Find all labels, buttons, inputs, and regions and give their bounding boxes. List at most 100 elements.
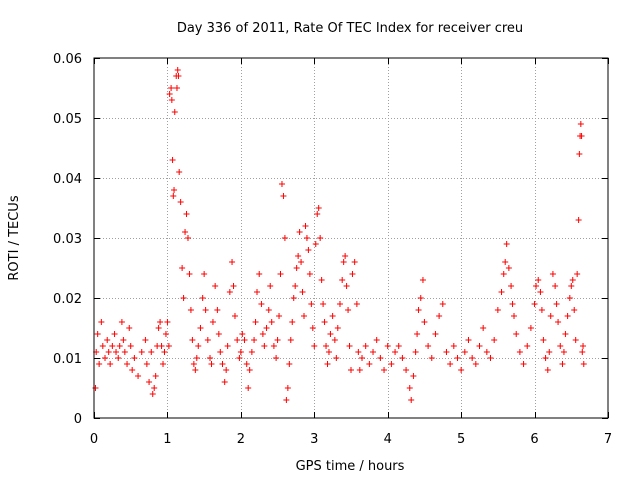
data-point [293,265,300,271]
data-point [403,367,410,373]
data-point [99,343,106,349]
data-point [208,361,215,367]
data-point [566,295,573,301]
data-point [436,313,443,319]
data-points [92,67,587,403]
data-point [574,271,581,277]
data-point [388,361,395,367]
data-point [187,307,194,313]
data-point [152,373,159,379]
data-point [381,367,388,373]
data-point [214,307,221,313]
data-point [458,367,465,373]
grid [94,58,608,418]
data-point [207,355,214,361]
data-point [325,349,332,355]
data-point [356,367,363,373]
y-tick-label: 0.06 [53,52,82,67]
data-point [334,325,341,331]
data-point [415,307,422,313]
data-point [392,349,399,355]
data-point [559,361,566,367]
data-point [580,343,587,349]
data-point [151,385,158,391]
data-point [259,331,266,337]
data-point [520,361,527,367]
data-point [236,355,243,361]
data-point [174,67,181,73]
data-point [349,271,356,277]
data-point [283,397,290,403]
y-axis-label: ROTI / TECUs [7,195,22,280]
data-point [377,355,384,361]
data-point [212,283,219,289]
y-tick-label: 0.04 [53,172,82,187]
y-tick-label: 0.02 [53,292,82,307]
data-point [186,271,193,277]
data-point [129,367,136,373]
data-point [336,301,343,307]
data-point [276,313,283,319]
data-point [164,319,171,325]
data-point [327,331,334,337]
data-point [105,349,112,355]
data-point [560,349,567,355]
data-point [263,325,270,331]
data-point [192,367,199,373]
data-point [351,259,358,265]
data-point [370,349,377,355]
data-point [472,361,479,367]
data-point [256,271,263,277]
data-point [569,277,576,283]
data-point [148,349,155,355]
data-point [237,349,244,355]
data-point [171,187,178,193]
data-point [219,361,226,367]
data-point [461,349,468,355]
data-point [547,313,554,319]
data-point [443,349,450,355]
data-point [425,343,432,349]
data-point [290,295,297,301]
data-point [311,343,318,349]
data-point [273,355,280,361]
data-point [572,337,579,343]
data-point [410,373,417,379]
data-point [412,349,419,355]
data-point [96,361,103,367]
data-point [170,193,177,199]
data-point [209,319,216,325]
data-point [173,85,180,91]
data-point [287,337,294,343]
data-point [278,181,285,187]
data-point [324,361,331,367]
data-point [161,349,168,355]
data-point [127,343,134,349]
data-point [195,343,202,349]
data-point [348,367,354,373]
data-point [124,361,131,367]
data-point [408,397,415,403]
data-point [199,295,206,301]
data-point [184,235,191,241]
data-point [98,319,105,325]
data-point [246,367,253,373]
data-point [241,337,248,343]
data-point [107,361,114,367]
data-point [215,331,222,337]
data-point [229,259,236,265]
data-point [223,367,230,373]
data-point [546,349,553,355]
data-point [299,289,306,295]
data-point [331,337,338,343]
data-point [168,85,175,91]
data-point [234,337,241,343]
data-point [126,325,133,331]
data-point [329,313,336,319]
data-point [428,355,435,361]
data-point [312,241,319,247]
data-point [395,343,402,349]
data-point [177,199,184,205]
data-point [286,361,293,367]
